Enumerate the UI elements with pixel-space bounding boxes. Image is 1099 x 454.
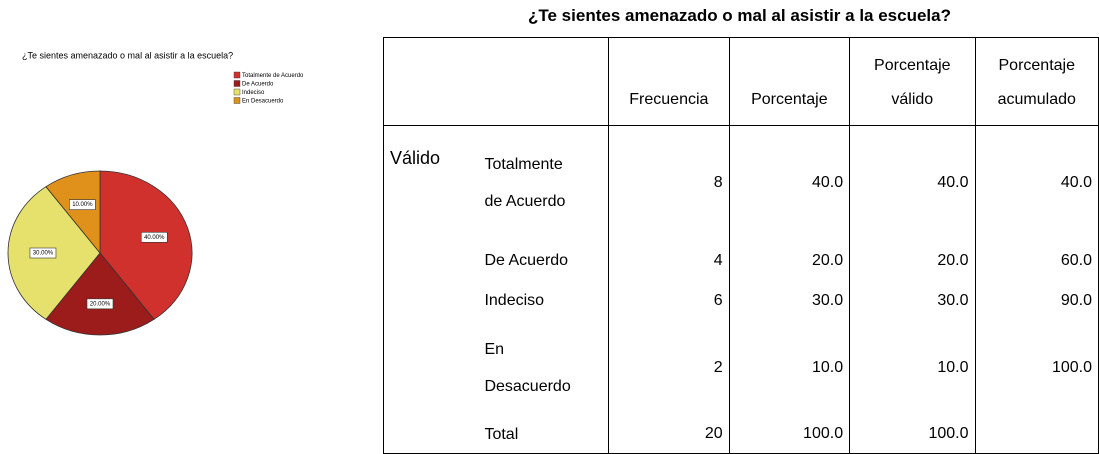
slice-label: 20.00% (90, 301, 111, 307)
legend-label: En Desacuerdo (242, 98, 284, 104)
group-label: Válido (383, 125, 479, 453)
label-box (29, 247, 57, 259)
cell: 30.0 (728, 280, 850, 321)
data-row: Válido Totalmente de Acuerdo 8 40.0 40.0 40.0 (383, 125, 1099, 453)
corner (478, 38, 608, 126)
data-row: De Acuerdo 4 20.0 20.0 60.0 (384, 240, 1099, 281)
row-label-text: Totalmente de Acuerdo (484, 156, 566, 211)
data-row: En Desacuerdo 2 10.0 10.0 100.0 (384, 320, 1099, 416)
row-label: Totalmente de Acuerdo (478, 126, 608, 241)
cell: 20 (608, 415, 730, 453)
row-label-text: En Desacuerdo (484, 341, 571, 395)
cell: 100.0 (728, 415, 850, 453)
cell: 100.0 (849, 415, 975, 453)
cell: 40.0 (974, 125, 1099, 241)
legend-swatch (233, 97, 241, 104)
label-box (86, 298, 114, 310)
column-header: Frecuencia (608, 37, 730, 126)
cell: 2 (608, 320, 730, 416)
pie-chart: ¿Te sientes amenazado o mal al asistir a… (7, 50, 304, 336)
row-label-text: Indeciso (484, 292, 545, 309)
legend-label: De Acuerdo (242, 81, 274, 87)
cell: 30.0 (849, 280, 975, 321)
legend-label: Indeciso (242, 90, 265, 96)
column-header: Porcentaje acumulado (974, 37, 1099, 126)
cell: 60.0 (974, 240, 1099, 281)
label-box (69, 199, 96, 210)
slice-label: 10.00% (72, 202, 93, 208)
column-header: Porcentaje (728, 37, 850, 126)
row-label-text: De Acuerdo (484, 252, 569, 269)
pie-slice (45, 170, 101, 255)
label-box (140, 231, 168, 243)
row-label: Total (478, 416, 608, 454)
legend-swatch (233, 80, 241, 87)
cell: 20.0 (849, 240, 975, 281)
slice-label: 40.00% (144, 235, 165, 241)
legend-label: Totalmente de Acuerdo (242, 73, 304, 79)
header-row: Frecuencia Porcentaje Porcentaje válido Por… (383, 37, 1099, 126)
cell: 10.0 (849, 320, 975, 416)
cell: 4 (608, 240, 730, 281)
cell: 90.0 (974, 280, 1099, 321)
pie-slice (45, 252, 155, 336)
column-header: Porcentaje válido (849, 37, 975, 126)
row-label: Indeciso (478, 281, 608, 321)
slice-label: 30.00% (33, 251, 54, 257)
row-label: En Desacuerdo (478, 321, 608, 416)
pie-slice (99, 170, 193, 320)
cell: 40.0 (849, 125, 975, 241)
legend-swatch (233, 71, 241, 79)
corner (383, 37, 479, 126)
cell: 20.0 (728, 240, 850, 281)
data-row: Indeciso 6 30.0 30.0 90.0 (384, 280, 1099, 321)
empty-cell (974, 415, 1099, 453)
pie-title: ¿Te sientes amenazado o mal al asistir a… (22, 50, 233, 60)
table-title: ¿Te sientes amenazado o mal al asistir a… (528, 6, 951, 25)
cell: 10.0 (728, 320, 850, 416)
legend-swatch (233, 88, 241, 96)
cell: 6 (608, 280, 730, 321)
cell: 8 (608, 125, 730, 241)
data-row: Total 20 100.0 100.0 (384, 415, 1099, 454)
cell: 40.0 (728, 125, 850, 241)
frequency-table: Frecuencia Porcentaje Porcentaje válido Por… (383, 37, 1099, 454)
row-label-text: Total (484, 425, 519, 443)
cell: 100.0 (974, 320, 1099, 416)
row-label: De Acuerdo (478, 241, 608, 281)
